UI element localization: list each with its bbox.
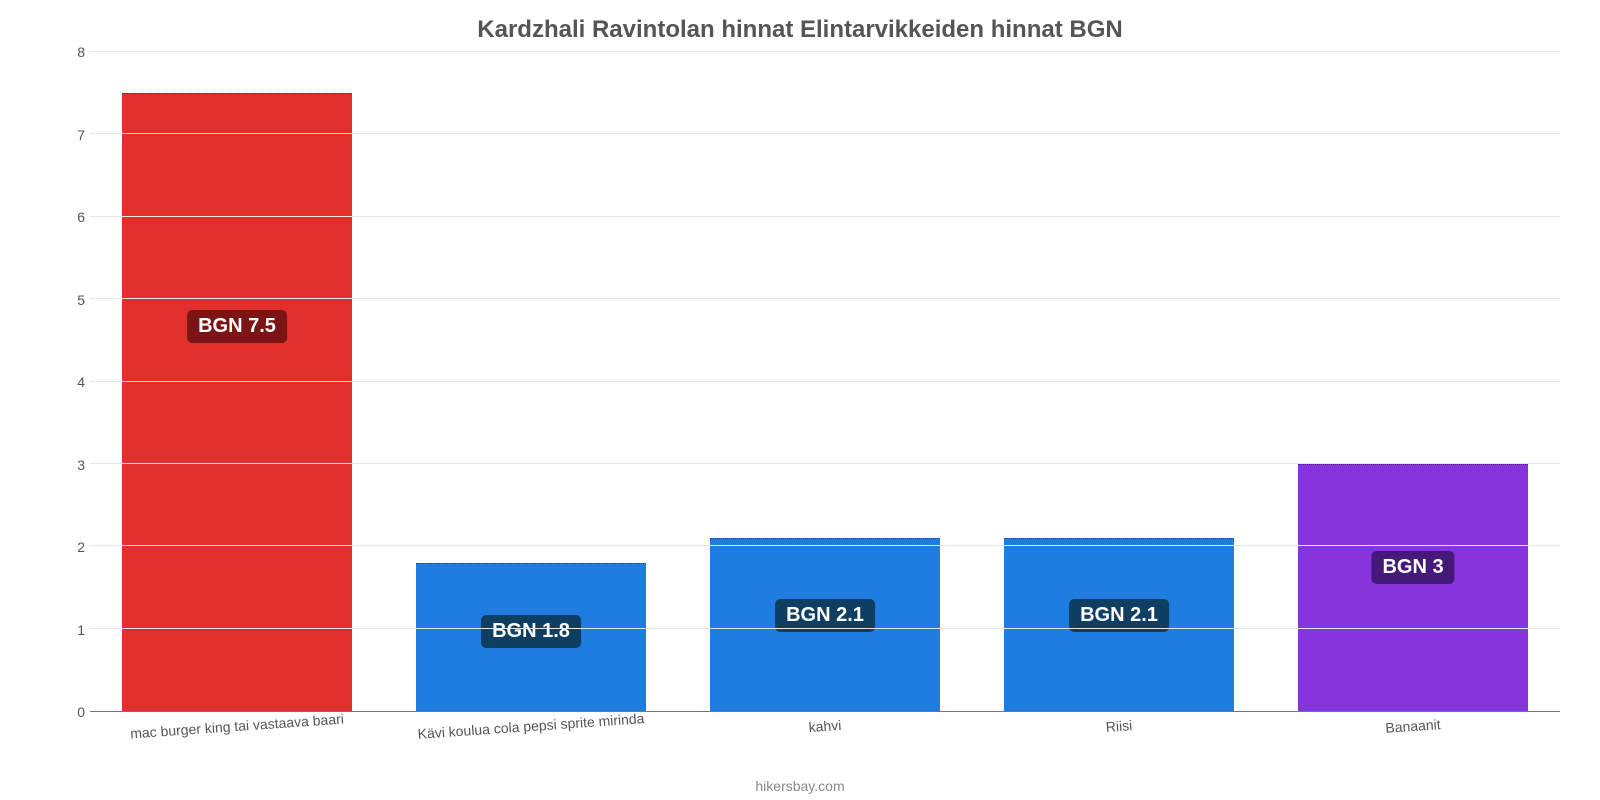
bar-slot: BGN 7.5 xyxy=(90,52,384,711)
y-tick-label: 7 xyxy=(40,127,85,143)
bar-container: BGN 7.5 BGN 1.8 BGN 2.1 BGN 2.1 BGN 3 xyxy=(90,52,1560,711)
y-axis: 012345678 xyxy=(40,52,85,712)
bar-slot: BGN 2.1 xyxy=(972,52,1266,711)
y-tick-label: 8 xyxy=(40,44,85,60)
gridline xyxy=(90,51,1560,52)
bar-slot: BGN 2.1 xyxy=(678,52,972,711)
y-tick-label: 1 xyxy=(40,622,85,638)
gridline xyxy=(90,216,1560,217)
y-tick-label: 3 xyxy=(40,457,85,473)
bar-slot: BGN 1.8 xyxy=(384,52,678,711)
gridline xyxy=(90,381,1560,382)
bar: BGN 2.1 xyxy=(710,538,939,711)
bar-value-label: BGN 1.8 xyxy=(481,615,581,648)
gridline xyxy=(90,628,1560,629)
bar: BGN 2.1 xyxy=(1004,538,1233,711)
bar-value-label: BGN 7.5 xyxy=(187,310,287,343)
y-tick-label: 5 xyxy=(40,292,85,308)
x-axis-category-label: kahvi xyxy=(808,717,842,735)
x-label-slot: Banaanit xyxy=(1266,712,1560,762)
x-axis-labels: mac burger king tai vastaava baari Kävi k… xyxy=(90,712,1560,762)
gridline xyxy=(90,133,1560,134)
bar-value-label: BGN 3 xyxy=(1371,551,1454,584)
plot-area: BGN 7.5 BGN 1.8 BGN 2.1 BGN 2.1 BGN 3 xyxy=(90,52,1560,712)
x-label-slot: Riisi xyxy=(972,712,1266,762)
chart-title: Kardzhali Ravintolan hinnat Elintarvikke… xyxy=(0,0,1600,52)
bar: BGN 7.5 xyxy=(122,93,351,711)
gridline xyxy=(90,463,1560,464)
bar: BGN 3 xyxy=(1298,464,1527,711)
x-label-slot: mac burger king tai vastaava baari xyxy=(90,712,384,762)
bar-slot: BGN 3 xyxy=(1266,52,1560,711)
gridline xyxy=(90,545,1560,546)
x-axis-category-label: Banaanit xyxy=(1385,716,1441,736)
y-tick-label: 4 xyxy=(40,374,85,390)
bar: BGN 1.8 xyxy=(416,563,645,711)
y-tick-label: 0 xyxy=(40,704,85,720)
y-tick-label: 2 xyxy=(40,539,85,555)
attribution-text: hikersbay.com xyxy=(755,778,844,794)
x-label-slot: Kävi koulua cola pepsi sprite mirinda xyxy=(384,712,678,762)
plot-wrapper: 012345678 BGN 7.5BGN 1.8BGN 2.1BGN 2.1BG… xyxy=(90,52,1560,712)
x-axis-category-label: Riisi xyxy=(1105,717,1133,735)
y-tick-label: 6 xyxy=(40,209,85,225)
x-axis-category-label: Kävi koulua cola pepsi sprite mirinda xyxy=(417,710,645,742)
x-axis-category-label: mac burger king tai vastaava baari xyxy=(130,711,345,742)
x-label-slot: kahvi xyxy=(678,712,972,762)
gridline xyxy=(90,298,1560,299)
